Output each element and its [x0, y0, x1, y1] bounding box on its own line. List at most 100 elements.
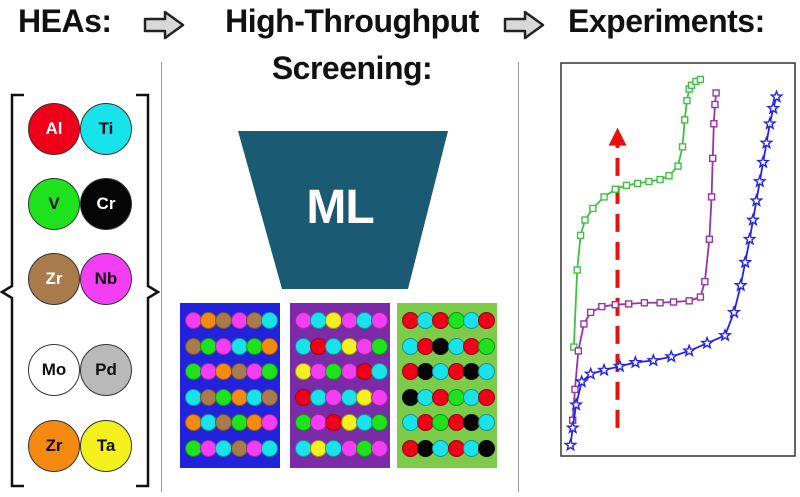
data-point — [733, 277, 748, 292]
atom-dot — [325, 337, 343, 355]
atom-dot — [261, 414, 278, 431]
data-point — [766, 100, 781, 115]
data-point — [574, 347, 583, 355]
atom-dot — [261, 363, 278, 380]
atom-dot — [215, 363, 233, 380]
data-point — [665, 172, 673, 180]
experiment-chart — [560, 62, 796, 457]
atom-dot — [215, 439, 233, 457]
data-point — [576, 231, 585, 240]
data-point — [755, 154, 771, 169]
heas-header: HEAs: — [18, 3, 112, 39]
atom-dot — [371, 337, 388, 355]
data-point — [683, 96, 691, 105]
data-point — [674, 162, 682, 170]
data-point — [742, 231, 757, 246]
data-point — [769, 89, 784, 103]
atom-dot — [261, 439, 278, 457]
section-divider — [518, 62, 519, 492]
candidate-grid-1 — [180, 303, 280, 468]
data-point — [717, 327, 733, 342]
data-point — [611, 185, 619, 193]
data-point — [696, 293, 705, 301]
trend-arrow-head — [608, 127, 627, 146]
data-point — [586, 308, 595, 317]
data-point — [640, 299, 649, 307]
data-point — [656, 299, 664, 307]
data-point — [669, 298, 678, 306]
data-point — [571, 385, 579, 394]
atom-dot — [478, 312, 495, 329]
data-point — [589, 204, 597, 213]
element-mo-badge: Mo — [28, 344, 80, 396]
data-point — [646, 353, 661, 367]
data-point — [625, 300, 633, 308]
atom-dot — [261, 388, 278, 406]
atom-dot — [478, 414, 495, 431]
atom-dot — [432, 337, 450, 355]
atom-dot — [215, 312, 233, 329]
atom-dot — [371, 388, 388, 406]
atom-dot — [478, 388, 495, 406]
chart-frame — [560, 62, 796, 457]
atom-dot — [325, 414, 343, 431]
data-point — [600, 193, 608, 201]
data-point — [574, 374, 589, 388]
element-ti-badge: Ti — [80, 103, 132, 155]
element-al-badge: Al — [28, 103, 80, 155]
atom-dot — [215, 337, 233, 355]
data-point — [749, 193, 764, 207]
candidate-grid-2 — [290, 303, 390, 468]
atom-dot — [325, 439, 343, 457]
data-point — [701, 277, 709, 286]
data-point — [678, 143, 687, 151]
atom-dot — [478, 363, 495, 380]
atom-dot — [432, 363, 450, 380]
data-point — [711, 100, 719, 109]
element-set-bracket — [0, 93, 160, 488]
atom-dot — [325, 388, 343, 406]
data-point — [682, 343, 697, 357]
data-point — [573, 266, 581, 274]
element-ta-badge: Ta — [80, 420, 132, 472]
atom-dot — [371, 363, 388, 380]
element-pd-badge: Pd — [80, 344, 132, 396]
data-point — [699, 335, 715, 350]
data-point — [565, 420, 580, 434]
screening-header-line2: Screening: — [271, 50, 433, 86]
data-point — [710, 120, 718, 128]
data-point — [583, 366, 598, 381]
data-point — [759, 135, 774, 150]
data-point — [656, 175, 664, 184]
candidate-grid-3 — [397, 303, 497, 468]
data-point — [745, 212, 761, 227]
right-arrow-icon — [503, 10, 545, 40]
element-nb-badge: Nb — [80, 253, 132, 305]
screening-header-line1: High-Throughput — [225, 3, 479, 39]
atom-dot — [371, 414, 388, 431]
data-point — [580, 320, 588, 328]
data-point — [598, 302, 606, 311]
data-point — [726, 304, 742, 319]
data-point — [568, 397, 584, 411]
atom-dot — [432, 312, 450, 329]
data-point — [687, 81, 696, 89]
data-point — [596, 362, 612, 377]
data-point — [696, 75, 705, 84]
data-point — [628, 354, 643, 369]
data-point — [685, 297, 693, 305]
data-point — [611, 300, 619, 309]
data-point — [709, 154, 717, 163]
atom-dot — [215, 414, 233, 431]
element-zr-badge: Zr — [28, 420, 80, 472]
data-point — [633, 179, 642, 188]
atom-dot — [432, 388, 450, 406]
data-point — [581, 216, 589, 224]
data-point — [752, 173, 767, 188]
element-cr-badge: Cr — [80, 178, 132, 230]
data-point — [762, 116, 777, 130]
data-point — [645, 177, 653, 186]
right-arrow-icon — [143, 10, 185, 40]
atom-dot — [478, 337, 495, 355]
data-point — [563, 437, 578, 452]
